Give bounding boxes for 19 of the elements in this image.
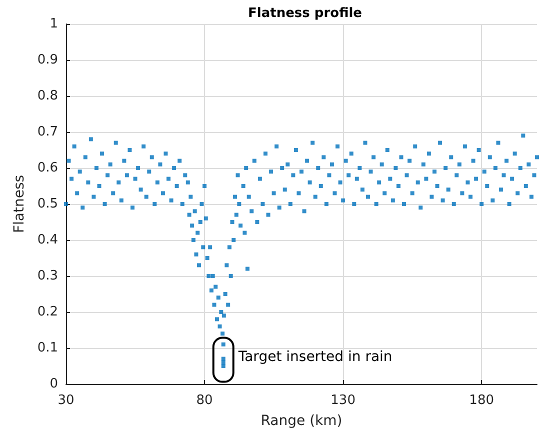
y-tick-label: 1 xyxy=(50,16,58,32)
y-axis-title: Flatness xyxy=(11,174,28,234)
y-tick-label: 0.2 xyxy=(37,304,58,320)
x-tick-label: 130 xyxy=(330,393,356,408)
x-tick-label: 30 xyxy=(58,393,74,408)
y-tick-label: 0.6 xyxy=(37,160,58,176)
x-tick-label: 180 xyxy=(469,393,494,408)
y-tick-label: 0.9 xyxy=(37,52,58,68)
y-tick-label: 0 xyxy=(50,376,58,392)
y-tick-label: 0.8 xyxy=(37,88,58,104)
y-tick-label: 0.7 xyxy=(37,124,58,140)
y-tick-label: 0.1 xyxy=(37,340,58,356)
y-tick-label: 0.5 xyxy=(37,196,58,212)
y-tick-label: 0.3 xyxy=(37,268,58,284)
annotation: Target inserted in rain xyxy=(237,348,392,365)
y-tick-label: 0.4 xyxy=(37,232,58,248)
x-axis-title: Range (km) xyxy=(260,413,342,429)
x-tick-label: 80 xyxy=(196,393,213,408)
chart-title: Flatness profile xyxy=(248,6,362,21)
